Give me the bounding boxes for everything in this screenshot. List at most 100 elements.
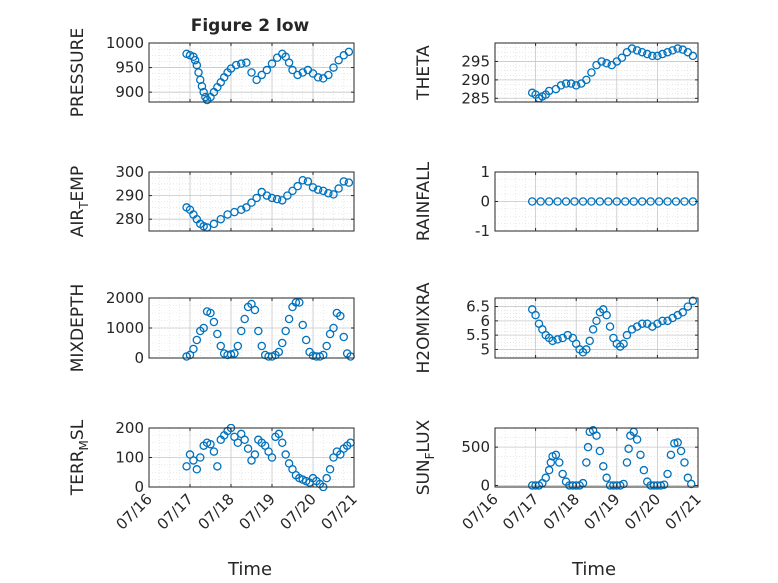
- data-point: [197, 82, 207, 91]
- data-point: [213, 462, 222, 471]
- data-point: [298, 320, 307, 330]
- data-point: [242, 58, 251, 67]
- data-point: [252, 193, 261, 203]
- data-point: [267, 453, 277, 462]
- data-point: [336, 311, 345, 321]
- data-point: [288, 186, 297, 196]
- data-point: [284, 58, 294, 67]
- data-point: [624, 444, 633, 453]
- data-point: [295, 298, 304, 307]
- data-point: [648, 51, 657, 61]
- data-point: [272, 194, 282, 204]
- data-point: [688, 296, 698, 306]
- data-point: [627, 44, 637, 53]
- data-point: [262, 65, 272, 75]
- data-point: [536, 197, 545, 206]
- data-point: [277, 338, 287, 348]
- data-point: [680, 197, 689, 206]
- data-point: [636, 450, 645, 460]
- data-point: [303, 177, 313, 186]
- data-point: [583, 442, 593, 452]
- data-point: [658, 49, 667, 59]
- data-point: [243, 444, 253, 453]
- data-point: [659, 480, 669, 489]
- data-point: [670, 439, 679, 448]
- data-point: [592, 316, 601, 326]
- data-point: [688, 51, 698, 61]
- data-point: [673, 44, 682, 53]
- y-tick-label: 6: [480, 312, 490, 330]
- data-point: [663, 197, 672, 206]
- data-point: [236, 59, 246, 68]
- y-tick-label: 285: [461, 89, 490, 107]
- y-tick-label: 6.5: [466, 298, 490, 316]
- subplot-4: -1 0 1 RAINFALL: [414, 161, 699, 241]
- data-point: [216, 214, 225, 224]
- data-point: [587, 197, 596, 206]
- data-point: [301, 335, 311, 345]
- data-point: [283, 191, 292, 200]
- data-point: [324, 70, 333, 80]
- data-point: [206, 308, 215, 318]
- y-tick-label: 290: [461, 71, 490, 89]
- data-point: [637, 197, 647, 206]
- data-series: [527, 296, 698, 357]
- data-point: [595, 197, 605, 206]
- data-point: [578, 197, 588, 206]
- data-point: [190, 55, 200, 65]
- data-point: [544, 197, 554, 206]
- y-axis-label: PRESSURE: [68, 28, 88, 117]
- data-point: [236, 326, 246, 336]
- data-point: [199, 87, 208, 97]
- y-tick-label: 280: [115, 210, 144, 228]
- data-point: [182, 462, 191, 471]
- data-point: [639, 465, 649, 475]
- data-point: [637, 319, 647, 328]
- data-point: [329, 63, 338, 72]
- data-point: [322, 341, 331, 351]
- data-point: [195, 453, 205, 462]
- y-tick-label: 0: [134, 478, 144, 496]
- data-point: [637, 47, 647, 57]
- data-point: [678, 308, 688, 317]
- y-axis-label: H2OMIXRA: [414, 282, 434, 373]
- data-point: [284, 314, 294, 324]
- data-point: [308, 183, 318, 192]
- data-point: [240, 314, 249, 324]
- data-point: [293, 181, 302, 191]
- data-point: [233, 341, 243, 351]
- axes-box: [148, 171, 355, 232]
- data-point: [318, 350, 328, 360]
- data-point: [597, 57, 606, 66]
- data-point: [267, 59, 277, 68]
- data-point: [329, 190, 338, 199]
- data-point: [622, 458, 632, 467]
- y-tick-label: 900: [115, 83, 144, 101]
- data-point: [236, 205, 246, 215]
- data-point: [252, 75, 261, 85]
- data-point: [646, 197, 655, 206]
- y-tick-label: 1000: [106, 319, 144, 337]
- data-point: [216, 341, 225, 351]
- plot-area: [149, 43, 354, 102]
- data-point: [612, 197, 622, 206]
- data-point: [658, 316, 667, 326]
- data-point: [666, 450, 676, 460]
- data-point: [587, 68, 596, 77]
- y-tick-label: 5.5: [466, 326, 490, 344]
- data-point: [629, 197, 638, 206]
- data-point: [558, 469, 567, 479]
- data-point: [592, 431, 601, 440]
- data-point: [582, 75, 591, 85]
- figure-title: Figure 2 low: [191, 16, 310, 36]
- data-point: [291, 298, 301, 307]
- data-point: [632, 435, 642, 444]
- data-point: [683, 302, 693, 311]
- data-point: [585, 336, 594, 346]
- data-point: [293, 70, 302, 80]
- y-tick-label: 1: [480, 163, 490, 181]
- data-point: [262, 191, 272, 200]
- data-point: [325, 465, 335, 474]
- data-point: [247, 68, 256, 77]
- data-point: [274, 347, 284, 357]
